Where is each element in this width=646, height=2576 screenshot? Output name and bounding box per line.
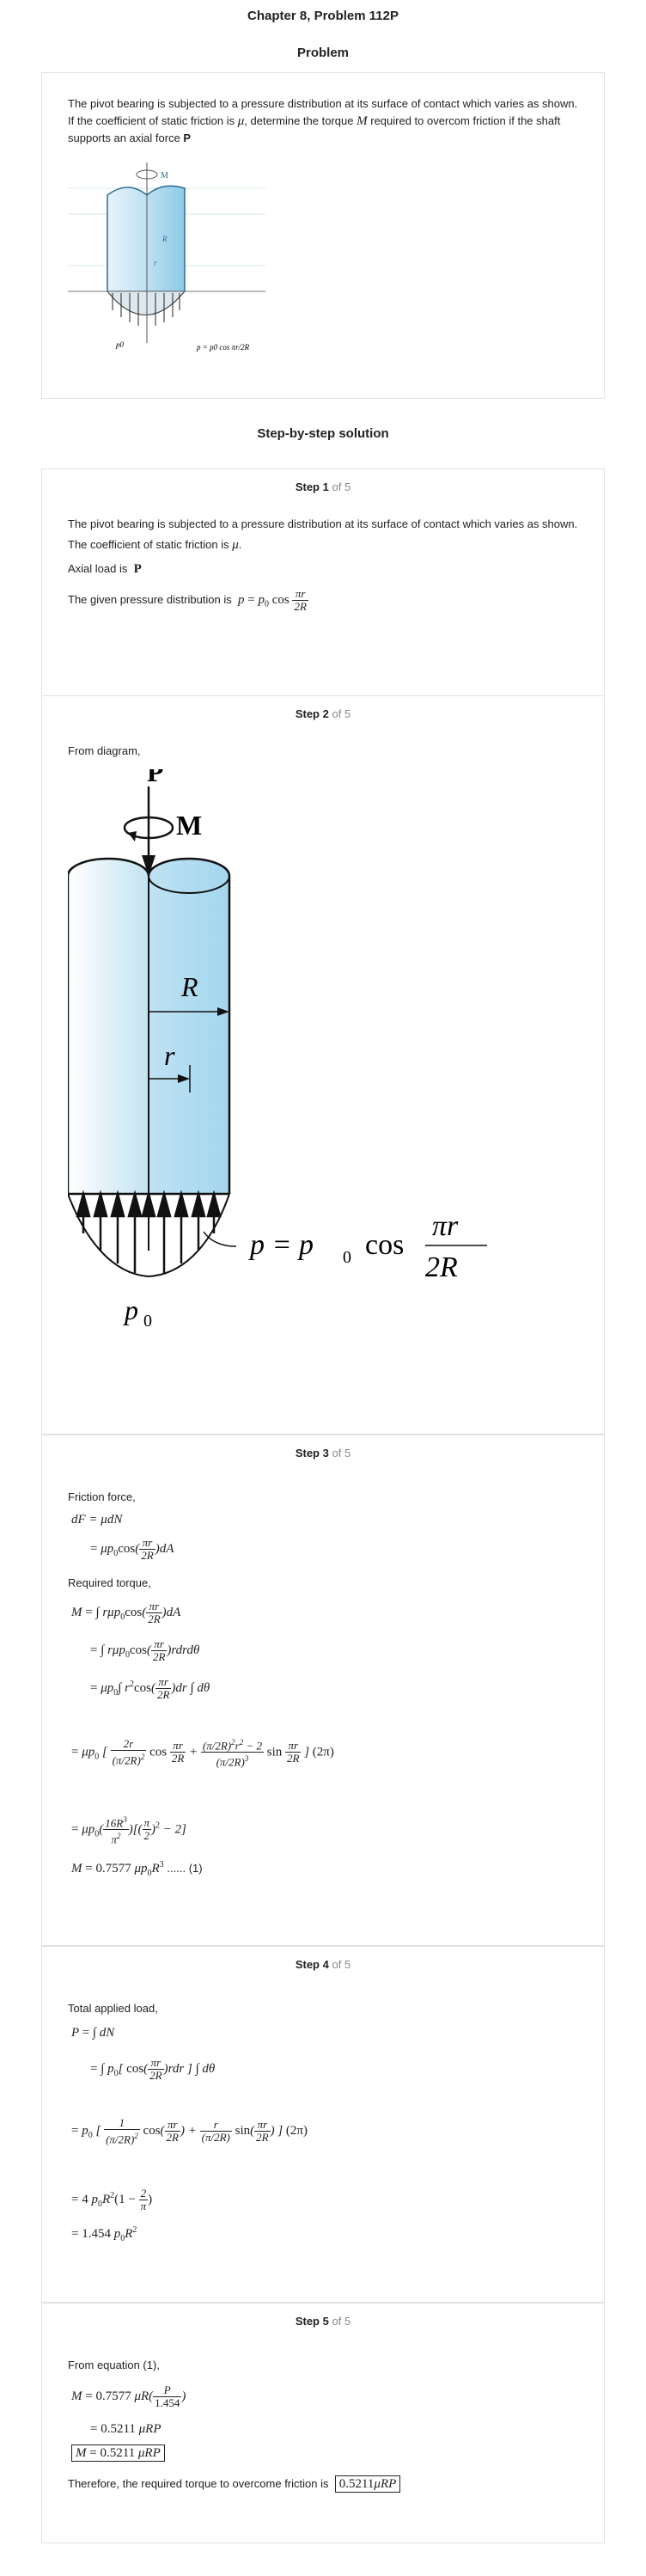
svg-text:M: M — [176, 810, 202, 841]
problem-heading: Problem — [296, 46, 349, 60]
step-1-header: Step 1 of 5 — [295, 480, 351, 493]
svg-text:p = p: p = p — [248, 1229, 314, 1261]
step-1-text-4: The given pressure distribution is p = p… — [68, 587, 308, 613]
step-5-card: Step 5 of 5 From equation (1), M = 0.757… — [41, 2303, 605, 2543]
svg-text:0: 0 — [343, 1248, 351, 1267]
step-5-text-1: From equation (1), — [68, 2359, 160, 2371]
svg-text:P: P — [147, 769, 164, 787]
svg-text:cos: cos — [365, 1229, 404, 1261]
step-4-text-1: Total applied load, — [68, 2002, 158, 2015]
svg-text:2R: 2R — [425, 1251, 458, 1283]
step-2-diagram: P M R r p 0 p = p 0 cos πr 2R — [68, 769, 487, 1331]
solution-heading: Step-by-step solution — [257, 426, 389, 441]
step-2-card: Step 2 of 5 From diagram, P — [41, 695, 605, 1435]
svg-text:P: P — [143, 162, 149, 163]
svg-text:r: r — [154, 259, 157, 267]
step-3-card: Step 3 of 5 Friction force, dF = μdN = μ… — [41, 1435, 605, 1946]
step-4-header: Step 4 of 5 — [295, 1958, 351, 1971]
svg-text:M: M — [161, 171, 168, 181]
step-4-card: Step 4 of 5 Total applied load, P = ∫ dN… — [41, 1946, 605, 2303]
step-3-text-1: Friction force, — [68, 1490, 136, 1503]
step-2-header: Step 2 of 5 — [295, 707, 351, 720]
svg-text:πr: πr — [432, 1210, 459, 1242]
step-2-text: From diagram, — [68, 744, 141, 757]
svg-text:0: 0 — [143, 1312, 152, 1331]
svg-text:p: p — [123, 1294, 138, 1325]
step-5-text-2: Therefore, the required torque to overco… — [68, 2475, 401, 2493]
step-5-header: Step 5 of 5 — [295, 2315, 351, 2328]
step-1-text-2: The coefficient of static friction is μ. — [68, 538, 242, 552]
problem-card: The pivot bearing is subjected to a pres… — [41, 72, 605, 399]
problem-statement: The pivot bearing is subjected to a pres… — [68, 97, 578, 144]
page-title: Chapter 8, Problem 112P — [247, 9, 399, 23]
step-1-text-3: Axial load is P — [68, 562, 142, 576]
problem-figure: P M R r p0 p = p0 cos πr/2R — [68, 162, 265, 352]
step-1-text-1: The pivot bearing is subjected to a pres… — [68, 517, 578, 530]
svg-text:R: R — [180, 971, 198, 1002]
svg-text:R: R — [162, 235, 168, 243]
step-1-card: Step 1 of 5 The pivot bearing is subject… — [41, 468, 605, 696]
svg-text:p0: p0 — [115, 340, 125, 349]
svg-text:r: r — [164, 1040, 175, 1071]
svg-text:p = p0 cos πr/2R: p = p0 cos πr/2R — [196, 343, 250, 352]
step-3-text-2: Required torque, — [68, 1576, 151, 1589]
step-3-header: Step 3 of 5 — [295, 1447, 351, 1459]
